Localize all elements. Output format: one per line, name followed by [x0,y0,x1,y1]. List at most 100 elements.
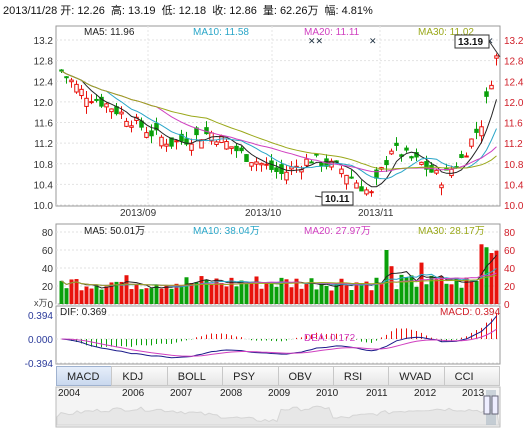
candle-body [419,161,424,165]
volume-bar [474,280,479,304]
volume-bar [64,288,69,304]
candle-body [274,167,279,173]
volume-bar [279,277,284,304]
candle-body [439,184,444,189]
volume-bar [244,283,249,304]
macd-value-label: MACD: 0.394 [440,307,500,318]
macd-dif-line [61,315,497,359]
candle-body [114,106,119,115]
candle-body [189,143,194,151]
volume-bar [459,287,464,304]
candle-body [364,189,369,195]
volume-bar [89,288,94,304]
tab-psy[interactable]: PSY [222,366,278,386]
volume-bar [369,290,374,304]
volume-bar [454,277,459,304]
timeline-year: 2009 [268,388,291,399]
low-marker-box [321,191,354,206]
tab-wvad[interactable]: WVAD [388,366,444,386]
candle-body [239,147,244,152]
timeline-selection[interactable] [486,390,496,425]
volume-bar [329,290,334,304]
timeline-years: 2004 2006 2007 2008 2009 2010 2011 2012 … [56,387,500,403]
timeline-history-area [56,405,500,426]
candle-body [229,146,234,149]
tab-macd[interactable]: MACD [56,366,112,386]
volume-bar [199,276,204,304]
candle-body [59,69,64,72]
volume-bar [164,285,169,304]
volume-bar [494,250,499,304]
candle-body [264,163,269,166]
volume-bar [94,285,99,304]
volume-bar [284,279,289,304]
volume-tick-left: 0 [47,300,53,311]
candle-body [284,171,289,181]
candle-body [199,139,204,149]
x-mark-icon: ✕ [486,36,494,46]
candle-body [404,147,409,151]
volume-bar [69,279,74,304]
timeline-year: 2004 [58,388,81,399]
volume-bar [469,281,474,304]
low-label: 低: [161,5,176,17]
macd-dea-line [61,328,497,357]
volume-bar [59,280,64,304]
volume-bar [439,276,444,304]
price-tick-right: 12.4 [504,77,524,88]
price-x-label: 2013/11 [358,208,394,219]
candle-body [259,162,264,166]
volume-bar [214,278,219,304]
volume-bar [299,288,304,304]
tab-cci[interactable]: CCI [443,366,500,386]
candle-body [144,132,149,138]
timeline-right-handle[interactable] [491,395,499,415]
price-tick-left: 10.4 [34,180,54,191]
close-label: 收: [212,5,227,17]
price-tick-left: 11.6 [34,119,53,130]
price-panel-frame [55,25,501,207]
open-label: 开: [60,5,75,17]
tab-rsi[interactable]: RSI [332,366,389,386]
volume-bar [144,288,149,304]
volume-bar [194,282,199,304]
volume-bar [394,289,399,304]
volume-bar [234,286,239,304]
volume-tick-right: 40 [504,264,516,275]
tab-obv[interactable]: OBV [277,366,333,386]
price-tick-right: 12.8 [504,57,524,68]
price-tick-left: 13.2 [34,36,54,47]
volume-bar [269,283,274,304]
candle-body [449,168,454,177]
volume-bar [364,281,369,304]
volume-bar [259,288,264,304]
candle-body [174,140,179,143]
candle-body [159,136,164,147]
volume-y-axis: 80 80 60 60 40 40 20 20 0 0 [42,228,516,311]
volume-bar [449,284,454,304]
volume-bar [84,286,89,304]
price-x-axis: 2013/09 2013/10 2013/11 [120,208,394,219]
timeline-left-handle[interactable] [483,395,491,415]
candle-body [344,174,349,185]
volume-bar [334,283,339,304]
price-tick-right: 10.4 [504,180,524,191]
volume-bar [404,277,409,304]
candle-body [304,158,309,166]
volume-bar [239,280,244,304]
volume-tick-left: 20 [42,282,54,293]
price-tick-left: 12.0 [34,98,54,109]
candle-body [79,88,84,97]
tab-boll[interactable]: BOLL [166,366,223,386]
price-tick-left: 12.4 [34,77,54,88]
volume-ma20-label: MA20: 27.97万 [304,226,371,237]
timeline-year: 2006 [122,388,145,399]
x-mark-icon: ✕ [369,36,377,46]
candle-body [309,161,314,164]
price-ma-line [61,70,497,188]
price-x-label: 2013/09 [120,208,157,219]
volume-bar [109,282,114,304]
volume-bar [424,284,429,304]
tab-kdj[interactable]: KDJ [111,366,167,386]
